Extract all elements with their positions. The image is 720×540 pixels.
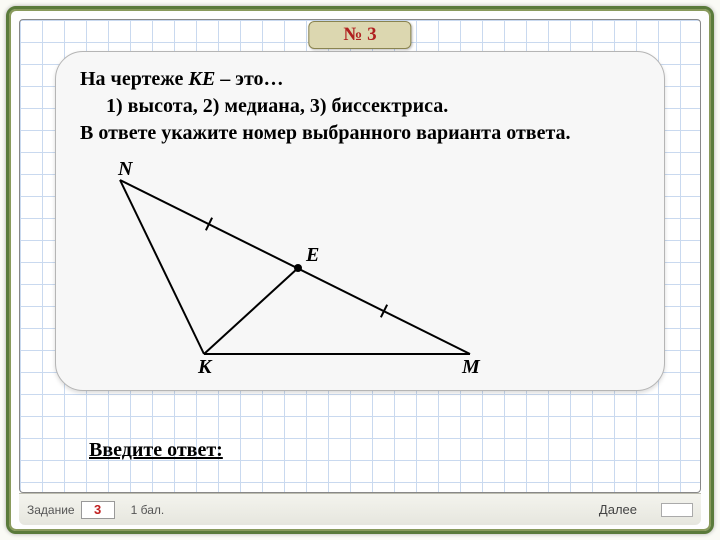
vertex-E: E [306, 244, 319, 267]
q-line1-em: КЕ [188, 68, 215, 90]
q-line2: 1) высота, 2) медиана, 3) биссектриса. [80, 93, 640, 120]
points-label: 1 бал. [131, 503, 165, 517]
diagram-svg [76, 164, 516, 384]
question-text: На чертеже КЕ – это… 1) высота, 2) медиа… [80, 66, 640, 147]
outer-frame: № 3 На чертеже КЕ – это… 1) высота, 2) м… [6, 6, 714, 534]
triangle-diagram: N К М E [76, 164, 516, 384]
counter-box [661, 503, 693, 517]
task-label: Задание [27, 503, 75, 517]
answer-prompt: Введите ответ: [89, 439, 223, 462]
task-number-box: 3 [81, 501, 115, 519]
problem-number: № 3 [343, 24, 376, 45]
vertex-K: К [198, 356, 212, 379]
q-line3: В ответе укажите номер выбранного вариан… [80, 122, 571, 144]
q-line1-post: – это… [215, 68, 283, 90]
next-button[interactable]: Далее [583, 500, 653, 519]
vertex-N: N [118, 158, 132, 181]
footer-bar: Задание 3 1 бал. Далее [19, 493, 701, 525]
q-line1-pre: На чертеже [80, 68, 188, 90]
problem-number-badge: № 3 [308, 21, 411, 49]
vertex-M: М [462, 356, 480, 379]
question-card: На чертеже КЕ – это… 1) высота, 2) медиа… [55, 51, 665, 391]
